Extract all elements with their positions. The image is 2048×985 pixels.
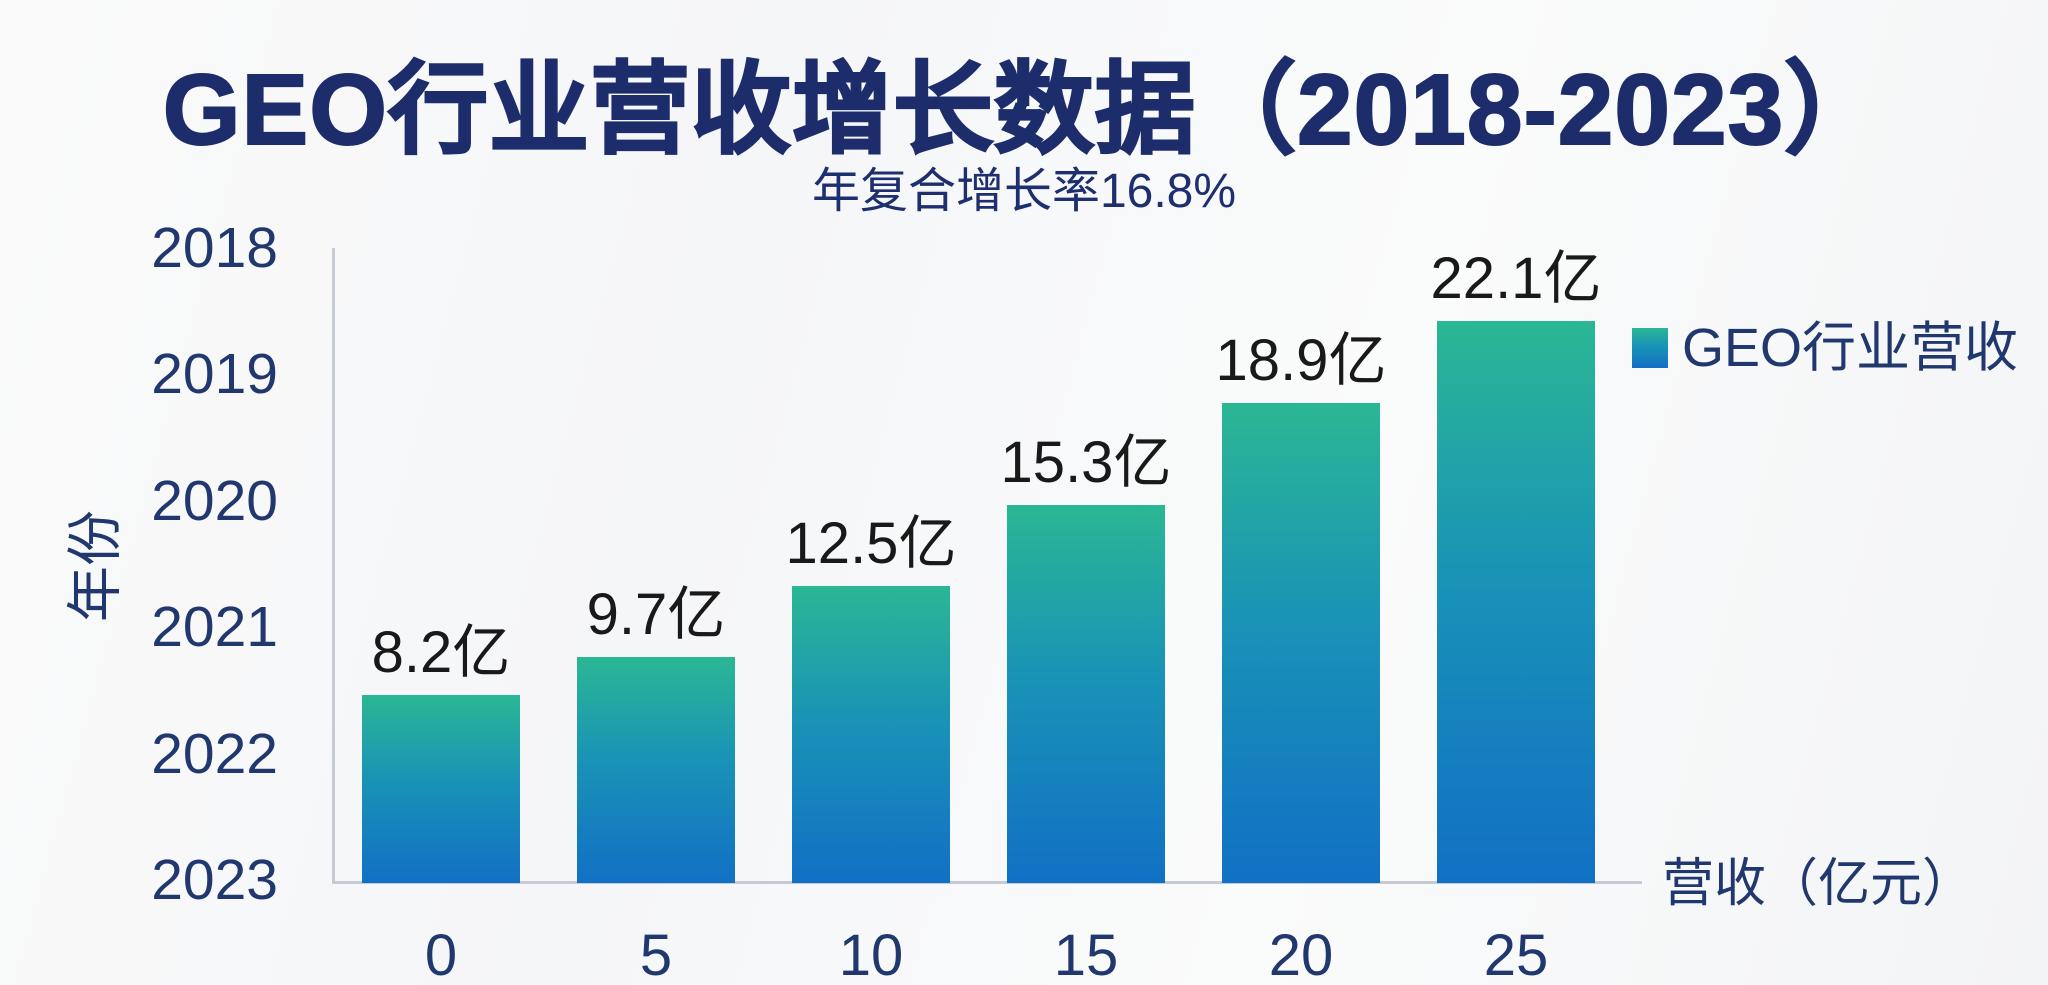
bar-value-label: 18.9亿 (1215, 328, 1387, 393)
bar (792, 586, 950, 883)
bar (362, 695, 520, 883)
y-tick-label: 2022 (151, 721, 278, 786)
bar (1007, 505, 1165, 883)
bar-value-label: 9.7亿 (586, 582, 726, 647)
legend: GEO行业营收 (1632, 313, 2018, 383)
y-tick-label: 2021 (151, 595, 278, 660)
x-tick-label: 5 (639, 923, 673, 985)
x-axis-line (332, 881, 1642, 884)
x-tick-label: 0 (424, 923, 458, 985)
y-tick-label: 2018 (151, 216, 278, 280)
x-tick-label: 10 (838, 923, 904, 985)
y-tick-label: 2020 (151, 468, 278, 533)
y-tick-label: 2019 (151, 342, 278, 407)
y-tick-label: 2023 (151, 848, 278, 912)
bar-value-label: 12.5亿 (785, 511, 957, 576)
bar (577, 657, 735, 883)
bar-value-label: 15.3亿 (1000, 430, 1172, 495)
legend-label: GEO行业营收 (1682, 318, 2019, 378)
bar (1437, 321, 1595, 883)
y-axis-line (332, 248, 335, 883)
x-axis-title: 营收（亿元） (1662, 855, 1975, 913)
x-tick-label: 25 (1483, 923, 1549, 985)
x-tick-label: 20 (1268, 923, 1334, 985)
x-tick-label: 15 (1053, 923, 1119, 985)
bar (1222, 403, 1380, 883)
chart-title: GEO行业营收增长数据（2018-2023） (162, 53, 1886, 167)
bar-value-label: 22.1亿 (1430, 246, 1602, 311)
bar-value-label: 8.2亿 (371, 620, 511, 685)
chart-subtitle: 年复合增长率16.8% (811, 165, 1237, 218)
legend-swatch (1632, 328, 1668, 368)
